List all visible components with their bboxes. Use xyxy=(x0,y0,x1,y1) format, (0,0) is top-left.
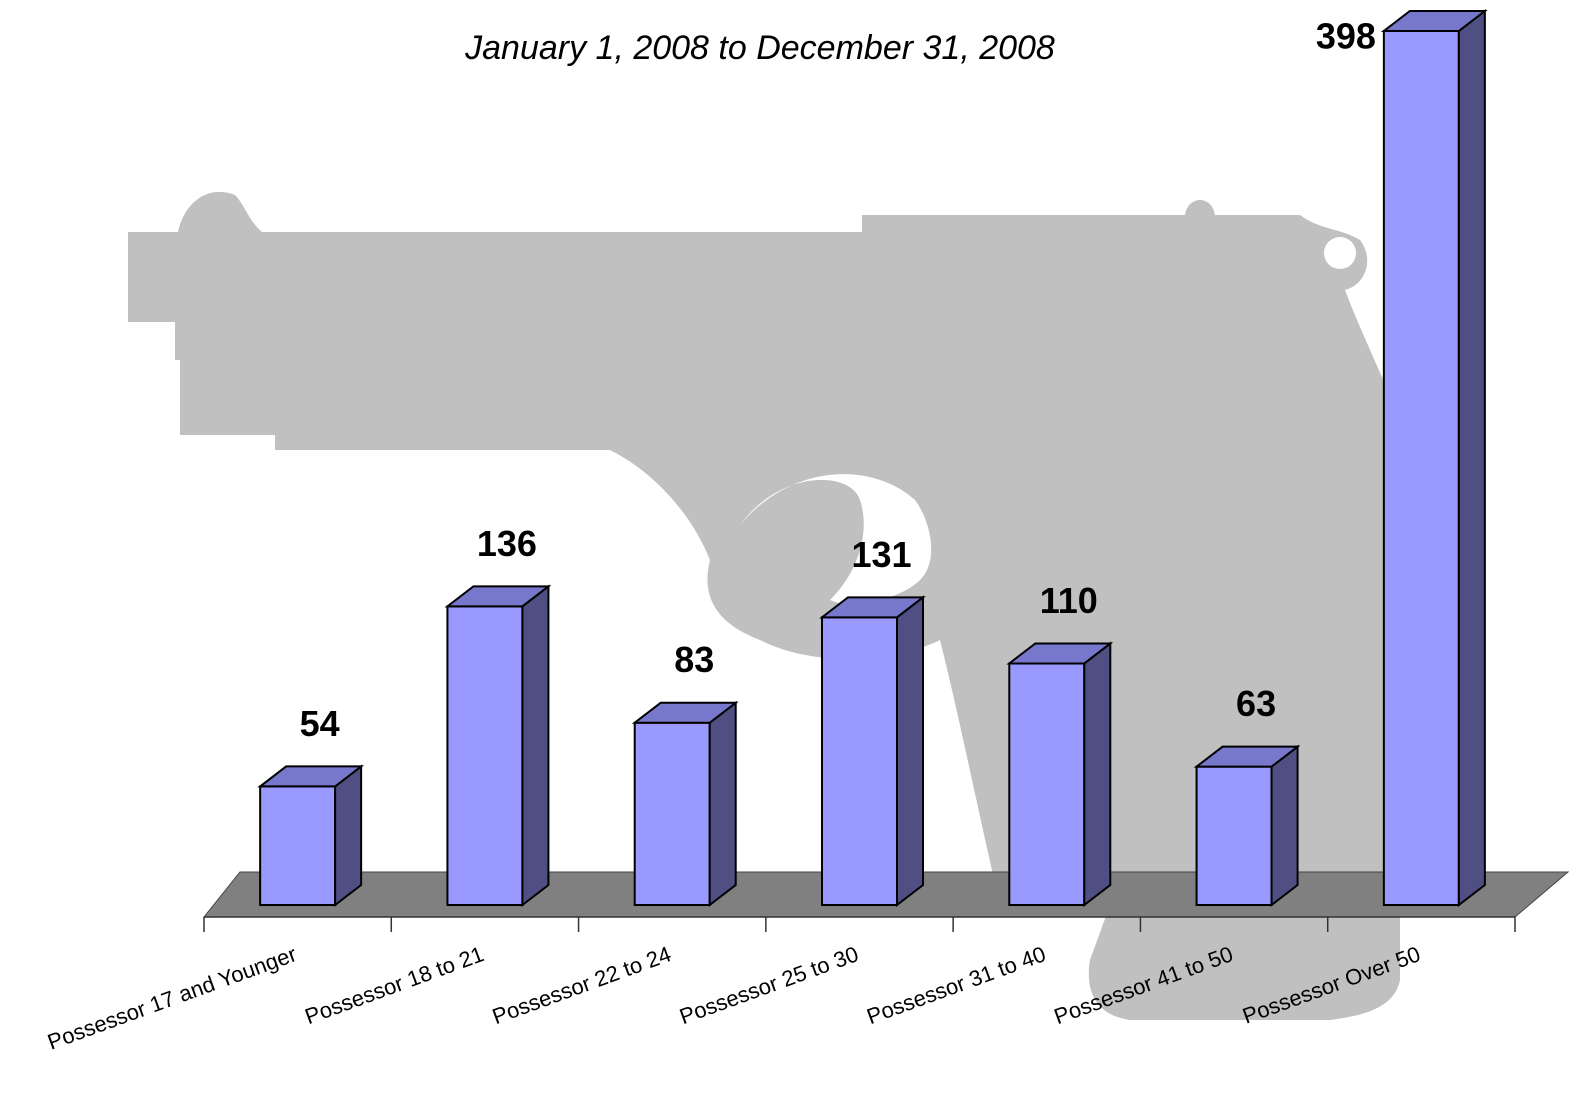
bar-top xyxy=(631,701,739,724)
value-label: 83 xyxy=(674,639,714,680)
bar-side xyxy=(521,584,550,908)
bar-top xyxy=(819,596,926,619)
bar xyxy=(444,584,552,908)
bar-front xyxy=(259,785,337,906)
bar-front xyxy=(1382,30,1460,906)
bar-side xyxy=(1457,8,1486,908)
bar-front xyxy=(1008,662,1086,906)
bar xyxy=(819,595,926,908)
value-label: 136 xyxy=(477,523,537,564)
bar-top xyxy=(257,765,365,788)
bar-front xyxy=(633,721,711,906)
bar-side xyxy=(1083,641,1112,908)
bar-side xyxy=(334,764,363,908)
bar-side xyxy=(896,595,924,908)
chart-subtitle: January 1, 2008 to December 31, 2008 xyxy=(464,29,1055,67)
value-label: 54 xyxy=(300,703,340,744)
x-tick-label: Possessor 18 to 21 xyxy=(302,941,488,1029)
bar xyxy=(1380,8,1488,908)
bar-front xyxy=(821,616,898,906)
bar xyxy=(631,700,739,908)
bar-top xyxy=(444,585,552,608)
x-tick-label: Possessor 31 to 40 xyxy=(863,941,1049,1029)
value-label: 63 xyxy=(1236,683,1276,724)
value-label: 131 xyxy=(851,534,911,575)
value-label: 398 xyxy=(1316,16,1376,57)
value-label: 110 xyxy=(1040,580,1098,621)
bar xyxy=(1193,744,1301,908)
bar-front xyxy=(1195,765,1273,906)
x-tick-label: Possessor 25 to 30 xyxy=(676,941,862,1029)
x-tick-label: Possessor 22 to 24 xyxy=(489,941,675,1029)
bar-top xyxy=(1380,10,1488,32)
bar-front xyxy=(446,605,524,906)
bar xyxy=(1006,641,1114,908)
x-tick-label: Possessor 17 and Younger xyxy=(44,941,300,1054)
bar-top xyxy=(1193,745,1301,768)
bar-side xyxy=(1270,744,1299,908)
bar xyxy=(257,764,365,908)
bar-side xyxy=(708,700,737,908)
bar-top xyxy=(1006,642,1114,665)
